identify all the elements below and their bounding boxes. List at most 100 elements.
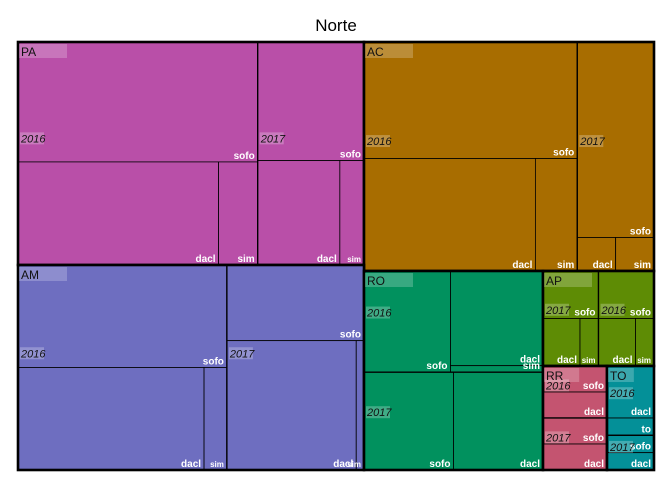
year-label-2017: 2017 [609,442,635,454]
cell-pa-2017-sofo [257,41,365,162]
state-group-ac [362,40,656,273]
state-label-ac: AC [367,45,384,59]
item-label-sim: sim [347,255,361,264]
year-label-2017: 2017 [260,133,286,145]
item-label-dacl: dacl [317,254,337,265]
year-label-2017: 2017 [229,348,255,360]
item-label-dacl: dacl [612,355,632,366]
item-label-sim: sim [210,460,224,469]
cell-pa-2016-sofo [17,41,259,163]
item-label-sofo: sofo [630,442,651,453]
cell-am-2016-sofo [17,264,228,368]
year-label-bg [545,431,569,444]
item-label-dacl: dacl [520,355,540,366]
year-label-bg [20,132,44,145]
state-label-am: AM [21,268,39,282]
state-group-ap [541,269,656,368]
item-label-sim: sim [557,260,574,271]
cell-ro-2017-sofo [363,371,454,471]
item-label-sofo: sofo [426,361,447,372]
item-label-dacl: dacl [584,407,604,418]
item-label-sofo: sofo [340,150,361,161]
item-label-dacl: dacl [631,407,651,418]
year-label-bg [609,440,633,453]
cell-am-2016-sim [203,367,228,471]
year-label-bg [228,347,253,360]
item-label-sofo: sofo [583,433,604,444]
year-label-2016: 2016 [601,305,627,317]
year-label-bg [366,306,390,319]
cell-am-2017-sofo [226,264,365,342]
state-label-bg [365,273,413,287]
year-label-bg [366,135,390,148]
item-label-dacl: dacl [520,459,540,470]
item-label-dacl: dacl [512,260,532,271]
item-label-sofo: sofo [630,226,651,237]
cell-ac-2017-dacl [576,237,617,272]
state-label-pa: PA [21,45,36,59]
cell-rr-2017-dacl [542,443,608,471]
item-label-sim: sim [237,254,254,265]
item-label-dacl: dacl [557,355,577,366]
item-label-sofo: sofo [340,330,361,341]
item-label-sofo: sofo [574,308,595,319]
cell-ro-2016-dacl [450,270,544,367]
year-label-2016: 2016 [366,136,392,148]
year-label-bg [545,379,569,392]
year-label-bg [600,303,625,316]
year-label-2016: 2016 [545,380,571,392]
cell-ac-2016-dacl [363,158,536,272]
year-label-bg [609,387,633,400]
item-label-sofo: sofo [429,459,450,470]
year-label-2016: 2016 [366,308,392,320]
year-label-bg [259,132,284,145]
state-label-bg [365,44,413,58]
item-label-dacl: dacl [631,459,651,470]
state-border-to [605,364,656,472]
cell-pa-2017-dacl [257,160,341,266]
year-label-2016: 2016 [20,133,46,145]
year-label-2017: 2017 [579,136,605,148]
item-label-sim: sim [634,260,651,271]
cell-ac-2016-sofo [363,41,578,159]
item-label-sim: sim [637,356,651,365]
state-label-bg [608,368,634,382]
state-label-bg [544,273,592,287]
year-label-bg [579,135,604,148]
state-label-bg [544,368,580,382]
chart-title: Norte [315,16,357,35]
cell-pa-2016-dacl [17,161,219,266]
item-label-dacl: dacl [333,459,353,470]
year-label-2017: 2017 [545,432,571,444]
state-label-ap: AP [546,274,562,288]
cell-ro-2017-dacl [453,371,544,471]
item-label-sim: sim [582,356,596,365]
item-label-sim: sim [523,361,540,372]
year-label-2017: 2017 [366,407,392,419]
item-label-sofo: sofo [234,151,255,162]
state-group-pa [16,40,366,267]
state-label-bg [19,44,67,58]
year-label-bg [20,347,44,360]
state-label-bg [19,267,67,281]
year-label-2017: 2017 [545,305,571,317]
state-label-ro: RO [367,274,385,288]
year-label-bg [545,303,569,316]
cell-pa-2017-sim [339,160,365,266]
cell-ac-2016-sim [534,158,578,272]
item-label-sofo: sofo [553,148,574,159]
item-label-dacl: dacl [181,459,201,470]
item-label-dacl: dacl [593,260,613,271]
item-label-sofo: sofo [630,308,651,319]
item-label-sim: sim [347,460,361,469]
state-group-to [605,364,656,472]
item-label-sofo: sofo [583,381,604,392]
cell-pa-2016-sim [218,161,259,266]
state-group-ro [362,269,545,472]
cell-ro-2016-sofo [363,270,451,373]
cell-ap-2017-sofo [542,270,599,319]
year-label-2016: 2016 [20,348,46,360]
cell-rr-2016-dacl [542,391,608,419]
state-group-am [16,263,366,472]
